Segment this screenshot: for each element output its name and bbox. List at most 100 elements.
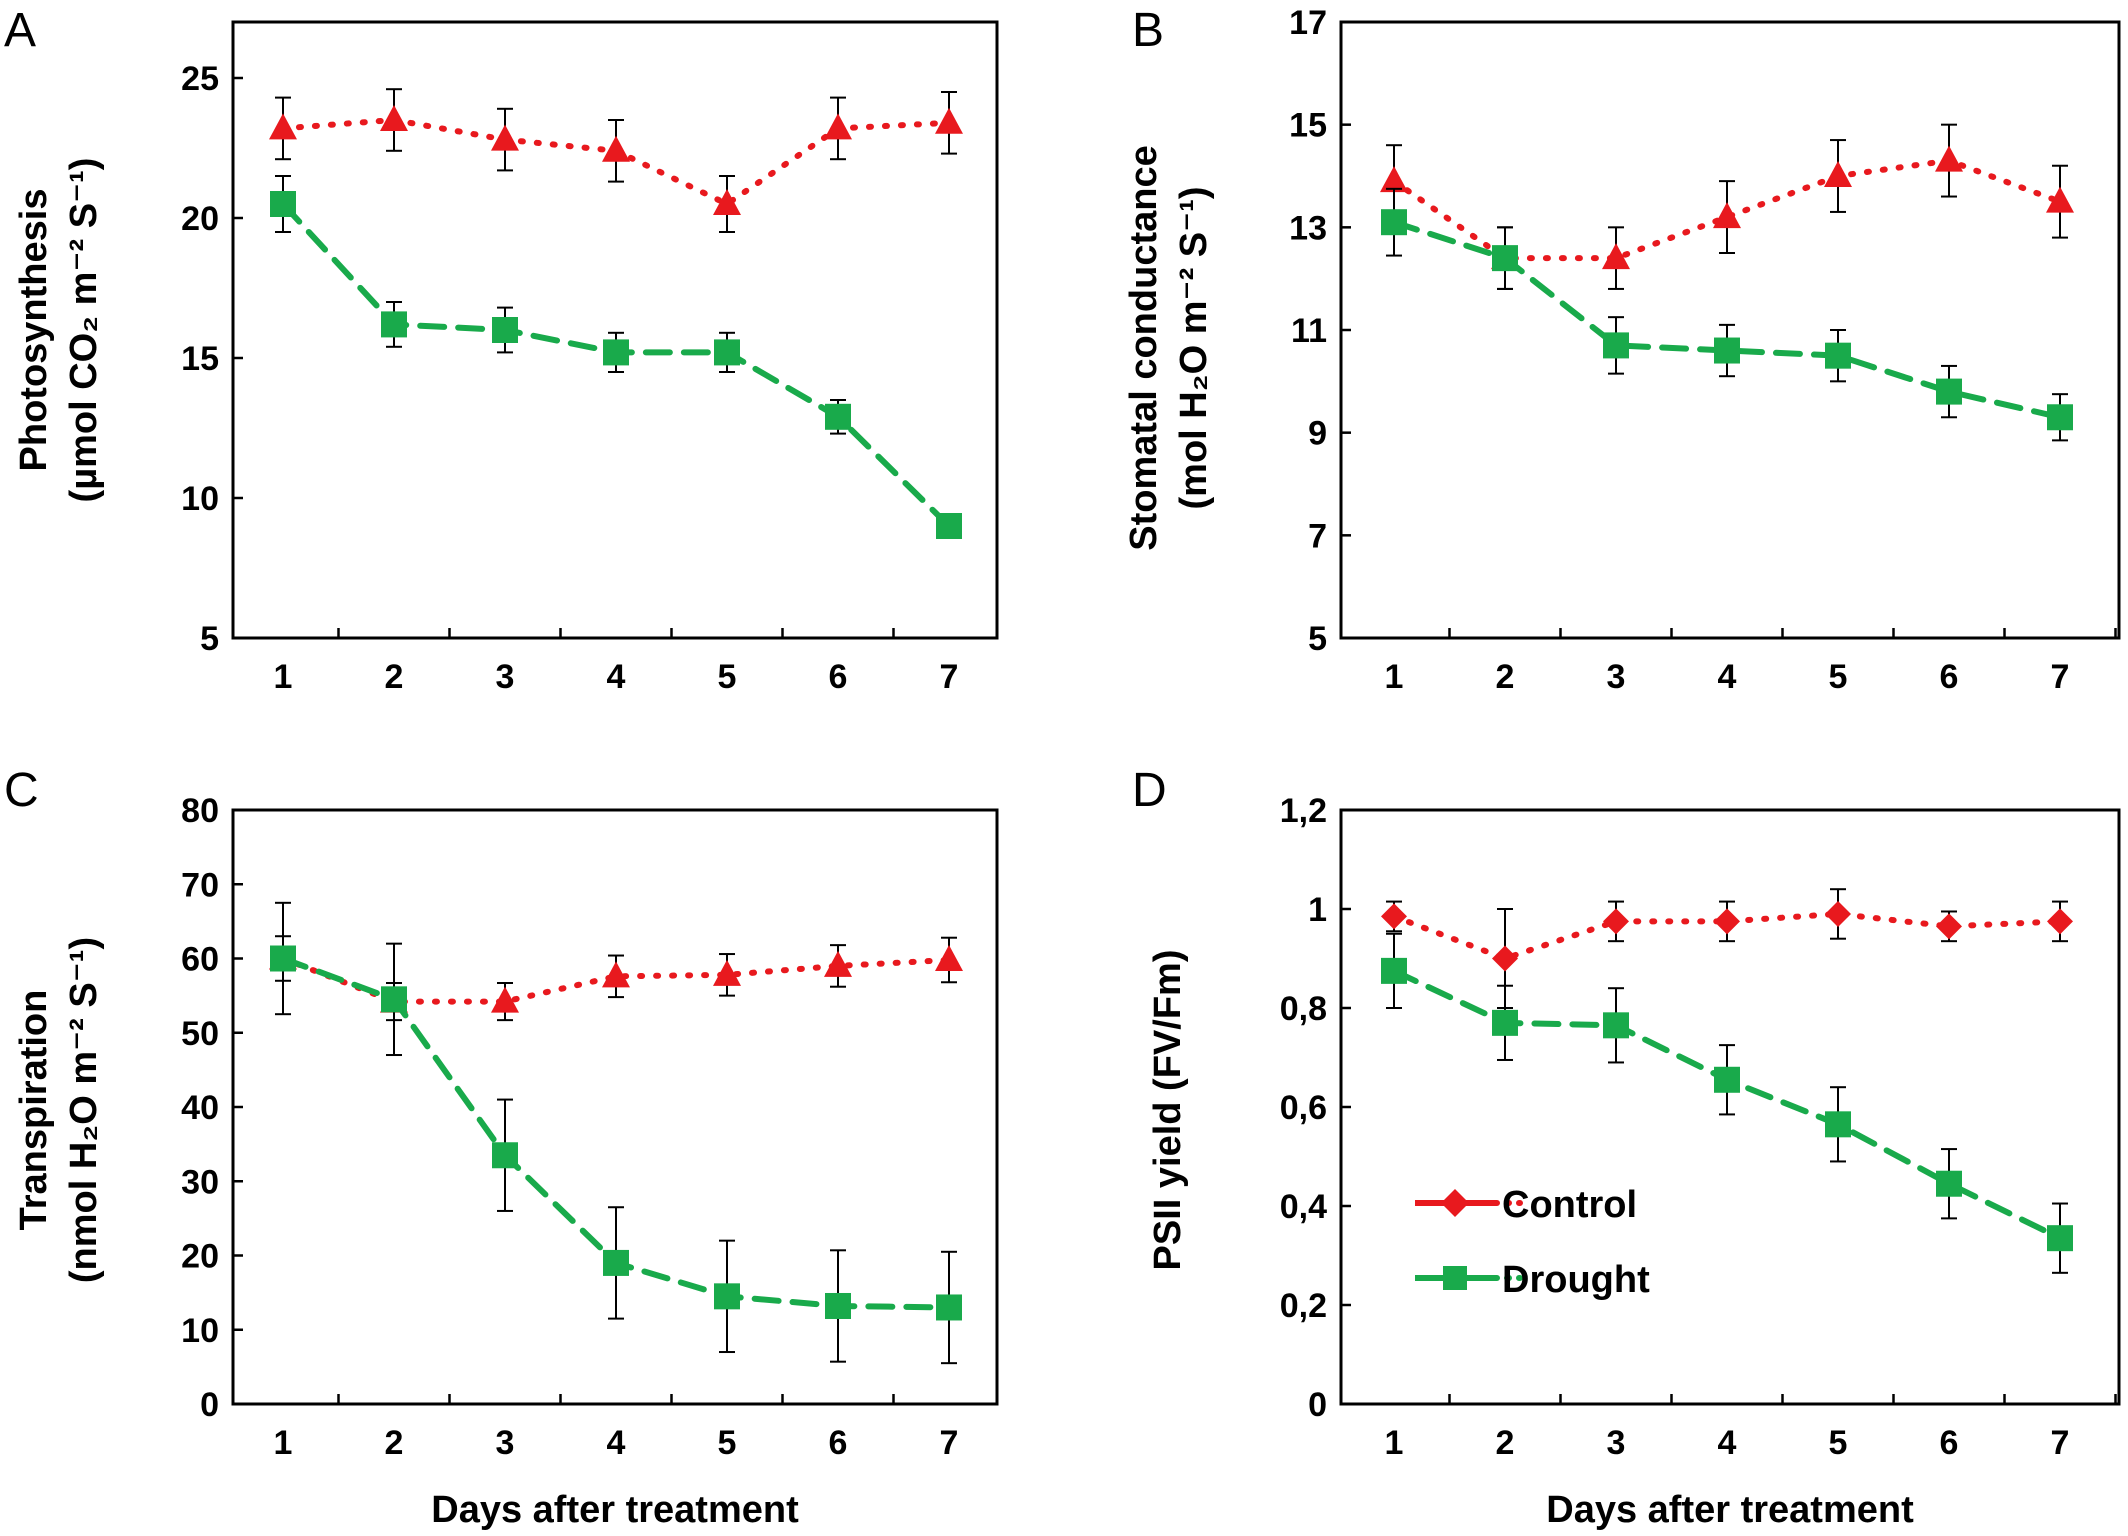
data-point-control	[1492, 945, 1518, 972]
data-point-drought	[825, 403, 851, 430]
data-point-drought	[381, 311, 407, 338]
y-tick-label: 25	[181, 60, 219, 98]
y-tick-label: 0,2	[1280, 1287, 1327, 1325]
data-point-drought	[1936, 1170, 1962, 1197]
data-point-control	[2046, 186, 2074, 213]
data-point-drought	[714, 339, 740, 366]
y-tick-label: 13	[1289, 209, 1327, 247]
x-tick-label: 5	[718, 658, 737, 696]
data-point-drought	[270, 945, 296, 972]
data-point-control	[824, 950, 852, 977]
y-tick-label: 17	[1289, 4, 1327, 42]
data-point-drought	[270, 191, 296, 217]
data-point-control	[602, 135, 630, 162]
data-point-control	[1713, 202, 1741, 229]
y-axis-title-line1: Stomatal conductance	[1123, 145, 1165, 550]
x-tick-label: 7	[2051, 658, 2070, 696]
data-point-control	[1825, 900, 1851, 927]
data-point-control	[602, 961, 630, 988]
x-tick-label: 6	[829, 658, 848, 696]
data-point-control	[380, 105, 408, 131]
data-point-control	[1935, 145, 1963, 172]
x-tick-label: 4	[1718, 658, 1737, 696]
data-point-drought	[492, 317, 518, 343]
panel-letter-a: A	[4, 4, 36, 57]
x-tick-label: 4	[607, 1424, 626, 1462]
y-tick-label: 0,4	[1280, 1188, 1327, 1226]
y-tick-label: 50	[181, 1015, 219, 1053]
x-tick-label: 3	[1607, 658, 1626, 696]
data-point-control	[713, 189, 741, 215]
x-tick-label: 6	[1940, 1424, 1959, 1462]
data-point-control	[935, 107, 963, 134]
y-axis-title-line1: Photosynthesis	[13, 189, 55, 472]
plot-frame	[1339, 20, 2121, 640]
x-tick-label: 7	[940, 658, 959, 696]
y-tick-label: 7	[1308, 517, 1327, 555]
y-tick-label: 0	[1308, 1386, 1327, 1424]
y-tick-label: 1,2	[1280, 792, 1327, 830]
x-axis-title: Days after treatment	[1546, 1489, 1914, 1531]
plot-frame	[1339, 808, 2121, 1406]
data-point-drought	[1381, 957, 1407, 984]
legend-marker-control	[1441, 1189, 1469, 1217]
x-tick-label: 2	[385, 658, 404, 696]
y-axis-title-line2: (µmol CO₂ m⁻² S⁻¹)	[63, 158, 105, 503]
data-point-drought	[1381, 209, 1407, 236]
y-tick-label: 60	[181, 941, 219, 979]
x-tick-label: 7	[940, 1424, 959, 1462]
data-point-drought	[825, 1292, 851, 1319]
data-point-control	[1714, 908, 1740, 935]
data-point-drought	[381, 986, 407, 1013]
y-tick-label: 10	[181, 480, 219, 518]
y-axis-title-line1: PSII yield (FV/Fm)	[1147, 950, 1189, 1271]
data-point-control	[1824, 161, 1852, 187]
y-tick-label: 5	[200, 620, 219, 658]
data-point-drought	[1825, 342, 1851, 369]
y-axis-title-line1: Transpiration	[13, 990, 55, 1231]
y-tick-label: 0,8	[1280, 990, 1327, 1028]
legend: Control Drought	[1415, 1184, 1650, 1301]
data-point-control	[269, 113, 297, 140]
data-point-control	[935, 944, 963, 971]
legend-item-control: Control	[1415, 1184, 1637, 1226]
y-tick-label: 5	[1308, 620, 1327, 658]
data-point-drought	[2047, 404, 2073, 431]
data-point-drought	[603, 1249, 629, 1276]
x-tick-label: 7	[2051, 1424, 2070, 1462]
x-tick-label: 5	[1829, 658, 1848, 696]
data-point-control	[491, 124, 519, 151]
y-tick-label: 40	[181, 1089, 219, 1127]
data-point-drought	[603, 339, 629, 366]
panel-d: D 0 0,2 0,4 0,6 0,8 1 1,2 1 2 3 4 5 6 7 PSII yield (F…	[1132, 764, 2121, 1531]
data-point-drought	[1936, 378, 1962, 405]
data-point-drought	[1825, 1111, 1851, 1138]
x-tick-label: 5	[1829, 1424, 1848, 1462]
y-tick-label: 0	[200, 1386, 219, 1424]
data-point-drought	[1603, 1012, 1629, 1039]
data-point-control	[713, 959, 741, 986]
data-point-drought	[1492, 245, 1518, 272]
legend-label-drought: Drought	[1502, 1259, 1650, 1301]
y-axis-title-line2: (nmol H₂O m⁻² S⁻¹)	[63, 937, 105, 1283]
data-point-drought	[492, 1142, 518, 1169]
y-axis-title-line2: (mol H₂O m⁻² S⁻¹)	[1173, 187, 1215, 510]
x-tick-label: 2	[385, 1424, 404, 1462]
y-tick-label: 20	[181, 1238, 219, 1276]
panel-letter-b: B	[1132, 4, 1164, 57]
y-tick-label: 1	[1308, 891, 1327, 929]
y-tick-label: 9	[1308, 415, 1327, 453]
x-tick-label: 3	[1607, 1424, 1626, 1462]
y-tick-label: 30	[181, 1163, 219, 1201]
data-point-control	[491, 986, 519, 1013]
y-tick-label: 0,6	[1280, 1089, 1327, 1127]
legend-item-drought: Drought	[1415, 1259, 1650, 1301]
x-tick-label: 4	[1718, 1424, 1737, 1462]
panel-b: B 5 7 9 11 13 15 17 1 2 3 4 5 6 7 Stomatal conductanc…	[1123, 4, 2121, 696]
data-point-drought	[1603, 332, 1629, 359]
x-tick-label: 1	[1385, 658, 1404, 696]
panel-letter-c: C	[4, 764, 39, 817]
legend-label-control: Control	[1502, 1184, 1637, 1226]
data-point-control	[824, 113, 852, 140]
